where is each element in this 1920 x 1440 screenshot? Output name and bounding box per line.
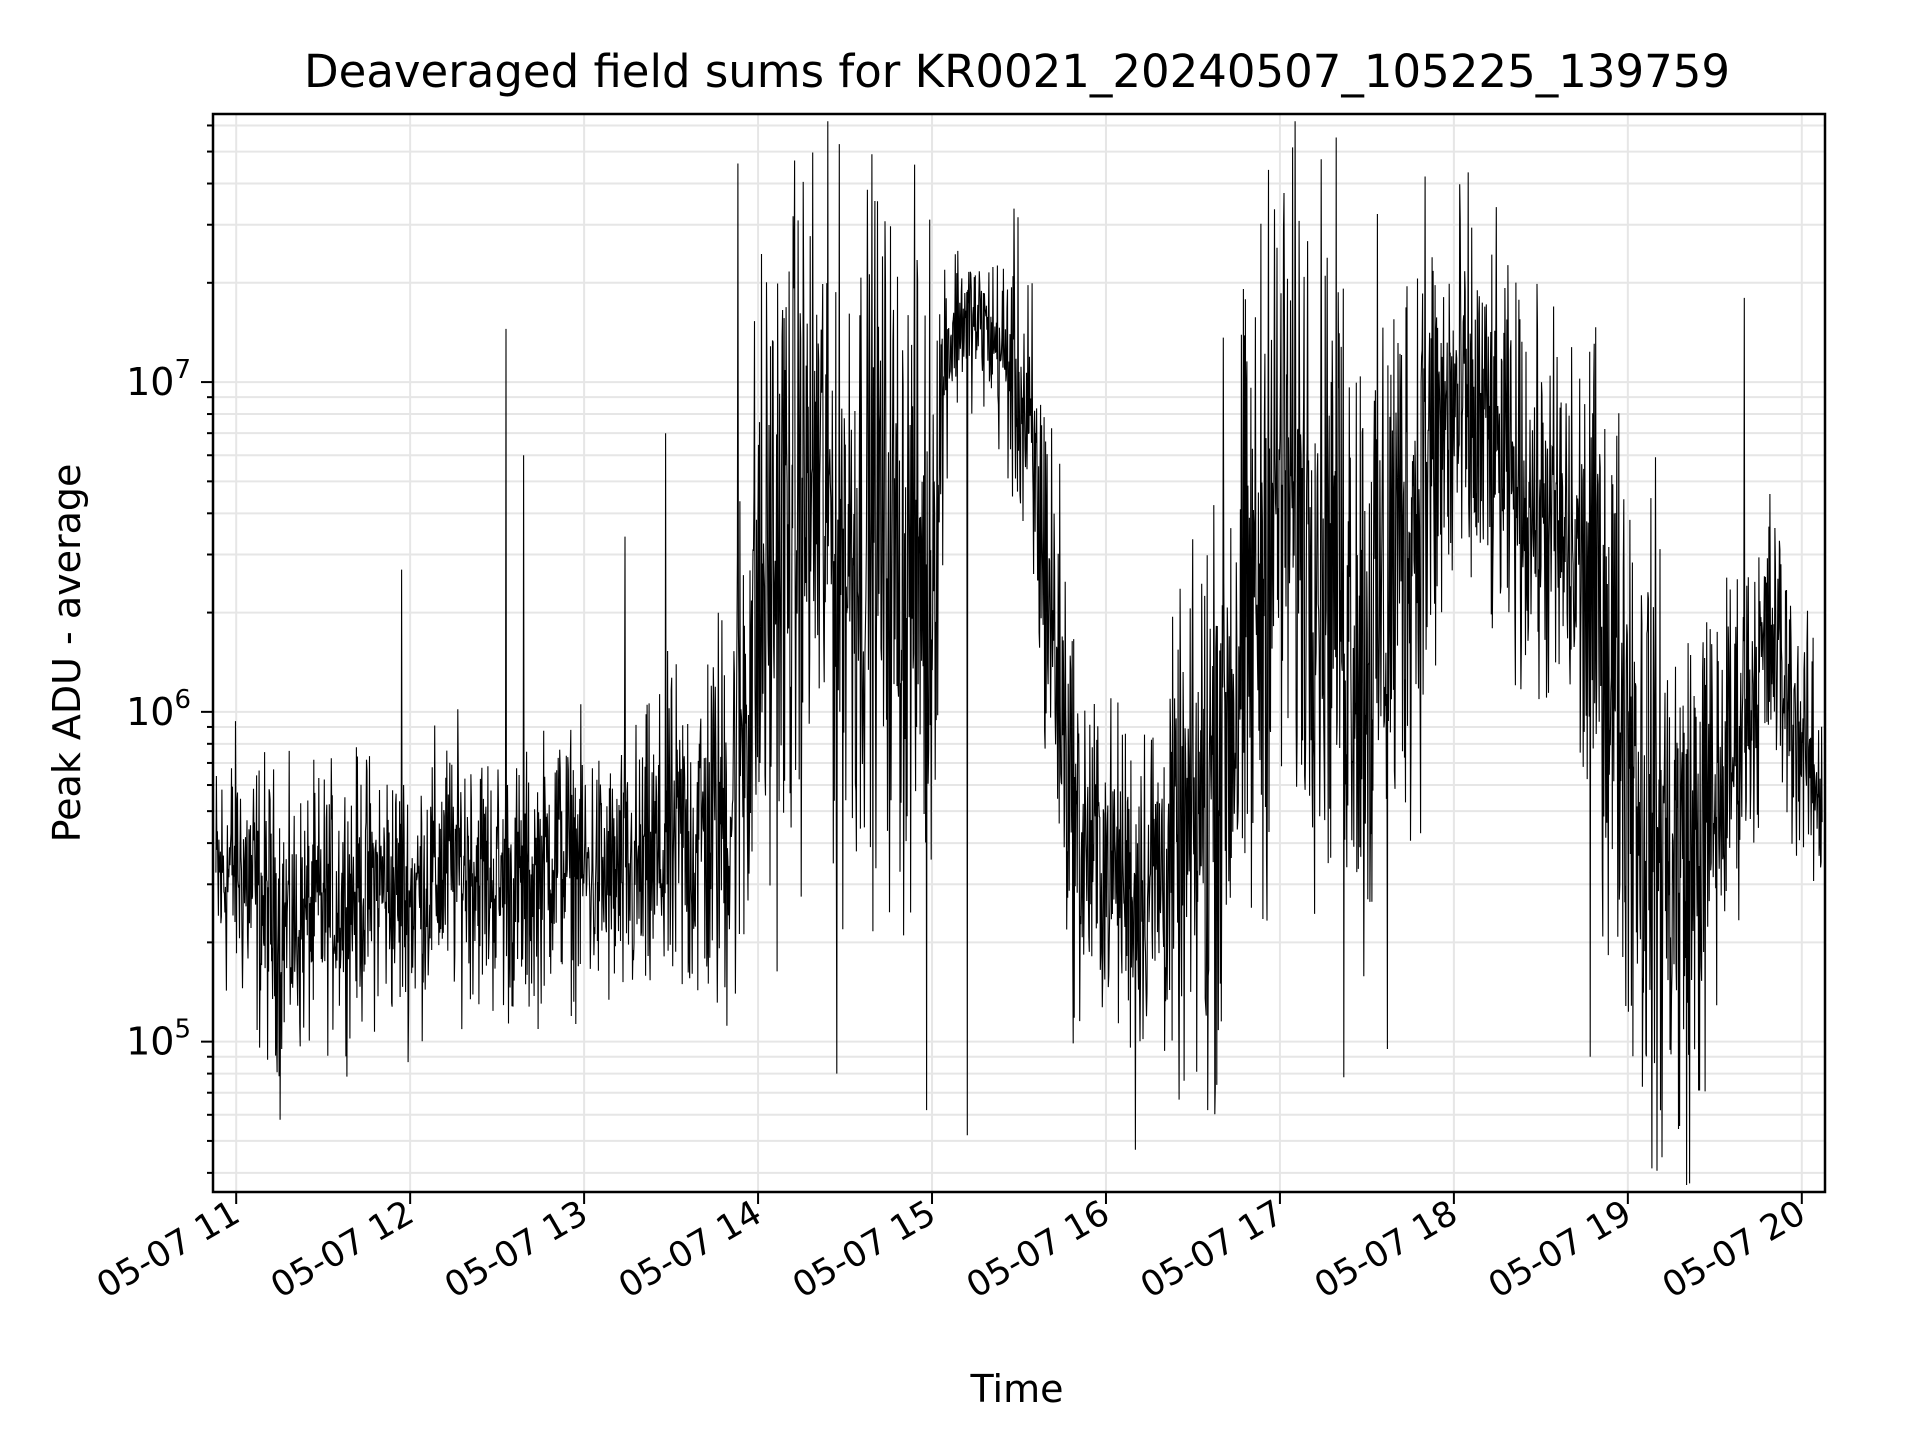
y-tick-base: 10 bbox=[126, 360, 174, 404]
y-tick-base: 10 bbox=[126, 1020, 174, 1064]
x-tick-label: 05-07 11 bbox=[90, 1193, 246, 1306]
y-tick-label: 107 bbox=[126, 355, 191, 404]
chart-title: Deaveraged field sums for KR0021_2024050… bbox=[304, 45, 1730, 98]
y-tick-exponent: 6 bbox=[174, 685, 191, 715]
x-tick-label: 05-07 17 bbox=[1134, 1193, 1290, 1306]
x-tick-label: 05-07 19 bbox=[1482, 1193, 1638, 1306]
x-axis-label: Time bbox=[970, 1367, 1064, 1411]
x-tick-label: 05-07 15 bbox=[786, 1193, 942, 1306]
grid bbox=[213, 114, 1825, 1192]
x-tick-label: 05-07 20 bbox=[1656, 1193, 1812, 1306]
y-axis-label: Peak ADU - average bbox=[45, 464, 89, 843]
series-layer bbox=[215, 121, 1823, 1186]
y-tick-label: 106 bbox=[126, 685, 191, 734]
y-tick-base: 10 bbox=[126, 690, 174, 734]
x-tick-label: 05-07 12 bbox=[264, 1193, 420, 1306]
plot-frame bbox=[211, 112, 1827, 1194]
x-tick-label: 05-07 18 bbox=[1308, 1193, 1464, 1306]
y-tick-label: 105 bbox=[126, 1015, 191, 1064]
y-tick-exponent: 5 bbox=[174, 1015, 191, 1045]
x-tick-label: 05-07 13 bbox=[438, 1193, 594, 1306]
x-axis-ticks: 05-07 11 05-07 12 05-07 13 05-07 14 05-07 15… bbox=[90, 1192, 1812, 1306]
y-tick-exponent: 7 bbox=[174, 355, 191, 385]
x-tick-label: 05-07 14 bbox=[612, 1193, 768, 1306]
series-line bbox=[215, 121, 1823, 1186]
x-tick-label: 05-07 16 bbox=[960, 1193, 1116, 1306]
